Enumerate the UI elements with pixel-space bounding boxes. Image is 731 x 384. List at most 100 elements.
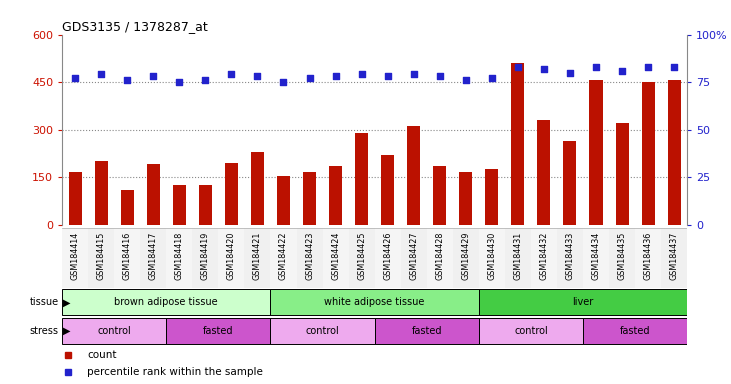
Bar [459, 172, 472, 225]
Bar [479, 318, 583, 344]
Point [643, 64, 654, 70]
Bar [121, 190, 134, 225]
Bar [589, 81, 602, 225]
Point [278, 79, 289, 85]
Bar [219, 228, 244, 288]
Text: GSM184434: GSM184434 [591, 232, 600, 280]
Bar [251, 152, 264, 225]
Bar [303, 172, 316, 225]
Point [616, 68, 628, 74]
Text: liver: liver [572, 297, 594, 308]
Text: GSM184436: GSM184436 [643, 232, 653, 280]
Text: ▶: ▶ [63, 297, 70, 308]
Bar [270, 290, 479, 315]
Bar [277, 175, 290, 225]
Point [200, 77, 211, 83]
Text: GSM184414: GSM184414 [71, 232, 80, 280]
Bar [479, 290, 687, 315]
Point [382, 73, 393, 79]
Point [434, 73, 446, 79]
Text: GSM184433: GSM184433 [566, 232, 575, 280]
Bar [192, 228, 219, 288]
Text: GSM184435: GSM184435 [618, 232, 626, 280]
Point [408, 71, 420, 78]
Text: GSM184431: GSM184431 [513, 232, 523, 280]
Bar [62, 228, 88, 288]
Text: GSM184423: GSM184423 [305, 232, 314, 280]
Point [512, 64, 523, 70]
Point [226, 71, 238, 78]
Text: GSM184417: GSM184417 [149, 232, 158, 280]
Bar [62, 318, 167, 344]
Bar [583, 228, 609, 288]
Bar [531, 228, 557, 288]
Bar [374, 318, 479, 344]
Bar [62, 290, 270, 315]
Point [668, 64, 680, 70]
Text: fasted: fasted [620, 326, 651, 336]
Text: control: control [306, 326, 339, 336]
Bar [147, 164, 160, 225]
Bar [355, 133, 368, 225]
Point [148, 73, 159, 79]
Text: count: count [87, 350, 117, 360]
Text: GSM184416: GSM184416 [123, 232, 132, 280]
Bar [349, 228, 374, 288]
Bar [505, 228, 531, 288]
Bar [140, 228, 167, 288]
Point [173, 79, 185, 85]
Bar [167, 318, 270, 344]
Text: GSM184426: GSM184426 [383, 232, 392, 280]
Bar [173, 185, 186, 225]
Point [330, 73, 341, 79]
Bar [427, 228, 452, 288]
Bar [167, 228, 192, 288]
Text: brown adipose tissue: brown adipose tissue [115, 297, 218, 308]
Text: ▶: ▶ [63, 326, 70, 336]
Text: GSM184421: GSM184421 [253, 232, 262, 280]
Text: control: control [514, 326, 548, 336]
Text: fasted: fasted [203, 326, 234, 336]
Point [538, 66, 550, 72]
Bar [297, 228, 322, 288]
Bar [401, 228, 427, 288]
Bar [407, 126, 420, 225]
Bar [199, 185, 212, 225]
Bar [667, 81, 681, 225]
Text: percentile rank within the sample: percentile rank within the sample [87, 367, 263, 377]
Bar [225, 163, 238, 225]
Bar [485, 169, 499, 225]
Text: GSM184418: GSM184418 [175, 232, 183, 280]
Text: white adipose tissue: white adipose tissue [325, 297, 425, 308]
Text: GSM184429: GSM184429 [461, 232, 470, 280]
Bar [374, 228, 401, 288]
Bar [95, 161, 107, 225]
Bar [69, 172, 82, 225]
Bar [88, 228, 114, 288]
Text: tissue: tissue [29, 297, 58, 308]
Bar [512, 63, 524, 225]
Bar [452, 228, 479, 288]
Point [590, 64, 602, 70]
Bar [244, 228, 270, 288]
Bar [609, 228, 635, 288]
Bar [661, 228, 687, 288]
Bar [329, 166, 342, 225]
Point [356, 71, 368, 78]
Point [95, 71, 107, 78]
Point [303, 75, 315, 81]
Text: GSM184424: GSM184424 [331, 232, 340, 280]
Bar [616, 123, 629, 225]
Text: GSM184427: GSM184427 [409, 232, 418, 280]
Bar [583, 318, 687, 344]
Bar [381, 155, 394, 225]
Text: fasted: fasted [412, 326, 442, 336]
Point [486, 75, 498, 81]
Point [69, 75, 81, 81]
Point [564, 70, 576, 76]
Point [121, 77, 133, 83]
Bar [557, 228, 583, 288]
Bar [642, 82, 654, 225]
Bar [635, 228, 661, 288]
Bar [322, 228, 349, 288]
